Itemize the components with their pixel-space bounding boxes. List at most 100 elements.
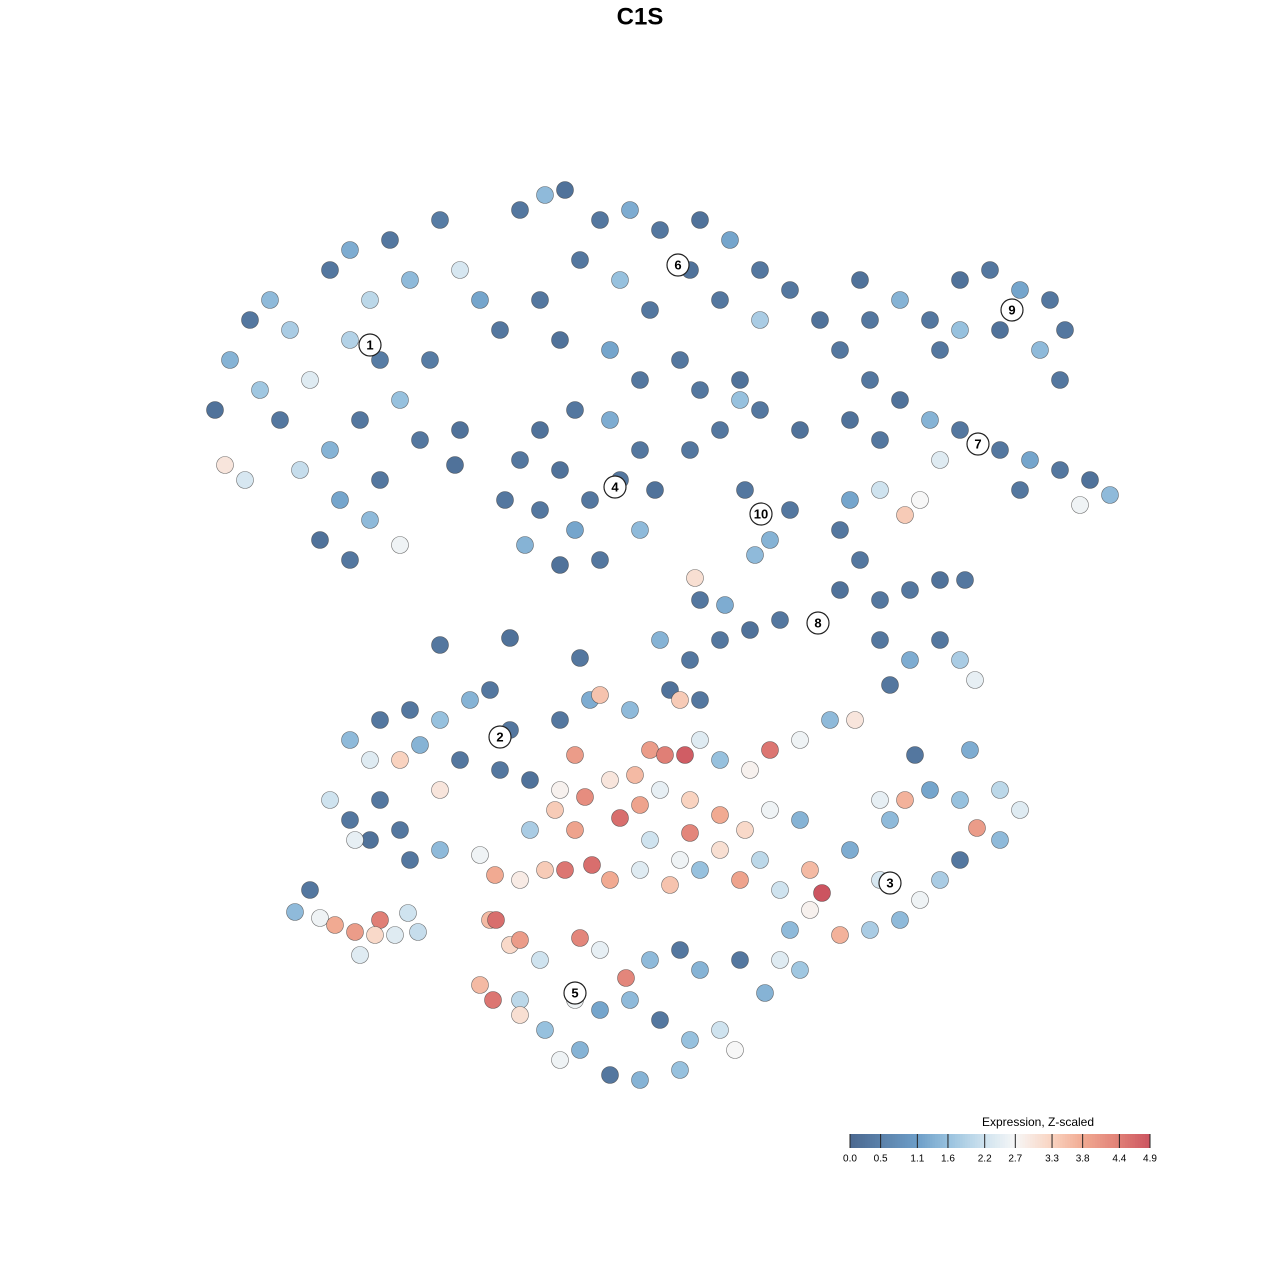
cell-point [671,941,689,959]
cluster-label-text: 3 [886,875,893,890]
colorbar-segment [1022,1134,1026,1148]
cell-point [731,871,749,889]
cell-point [871,631,889,649]
colorbar-tick-label: 0.0 [843,1154,857,1165]
cell-point [221,351,239,369]
cell-point [251,381,269,399]
cluster-label-text: 4 [611,479,619,494]
colorbar-segment [1145,1134,1148,1148]
cell-point [651,1011,669,1029]
cell-point [366,926,384,944]
colorbar-segment [1000,1134,1003,1148]
cell-point [591,211,609,229]
colorbar-segment [852,1134,856,1148]
colorbar-segment [922,1134,926,1148]
colorbar-segment [977,1134,981,1148]
cell-point [511,1006,529,1024]
colorbar-segment [1130,1134,1133,1148]
cluster-label-badge [878,871,902,895]
cell-point [1011,481,1029,499]
colorbar-segment [1037,1134,1041,1148]
colorbar-tick-label: 4.4 [1112,1154,1126,1165]
cell-point [641,951,659,969]
cell-point [681,824,699,842]
cluster-label-text: 5 [571,985,578,1000]
colorbar-segment [892,1134,896,1148]
colorbar-segment [985,1134,988,1148]
cluster-label-text: 8 [814,615,821,630]
cell-point [471,976,489,994]
colorbar-segment [882,1134,886,1148]
colorbar-segment [910,1134,913,1148]
colorbar-segment [1085,1134,1088,1148]
colorbar-tick-label: 2.7 [1008,1154,1022,1165]
cell-point [751,261,769,279]
cell-point [871,791,889,809]
colorbar-segment [942,1134,946,1148]
cell-point [841,411,859,429]
cell-point [671,691,689,709]
cluster-label-text: 9 [1008,302,1015,317]
cell-point [691,861,709,879]
colorbar-segment [947,1134,951,1148]
cell-point [1056,321,1074,339]
cell-point [401,271,419,289]
colorbar-segment [952,1134,956,1148]
cluster-label: 2 [488,725,512,749]
cell-point [831,926,849,944]
cell-point [641,301,659,319]
cell-point [741,621,759,639]
cell-point [591,551,609,569]
cell-point [431,781,449,799]
cluster-label-badge [488,725,512,749]
cell-point [371,911,389,929]
cell-point [431,211,449,229]
cell-point [496,491,514,509]
cell-point [1051,461,1069,479]
colorbar-segment [1012,1134,1016,1148]
colorbar-segment [960,1134,963,1148]
cell-point [906,746,924,764]
cell-point [711,751,729,769]
cell-point [601,341,619,359]
cell-point [216,456,234,474]
cell-point [351,946,369,964]
cell-point [391,536,409,554]
colorbar-segment [957,1134,961,1148]
cell-point [831,581,849,599]
cell-point [931,341,949,359]
cell-point [611,271,629,289]
cell-point [591,686,609,704]
colorbar-segment [900,1134,903,1148]
cell-point [411,431,429,449]
colorbar-segment [855,1134,858,1148]
colorbar-segment [1080,1134,1083,1148]
cell-point [346,923,364,941]
cell-point [851,551,869,569]
cell-point [566,821,584,839]
cluster-label-badge [1000,298,1024,322]
cell-point [991,321,1009,339]
cell-point [371,791,389,809]
cell-point [551,1051,569,1069]
colorbar-segment [1125,1134,1128,1148]
cell-point [566,401,584,419]
colorbar-segment [990,1134,993,1148]
colorbar-segment [940,1134,943,1148]
cell-point [711,631,729,649]
colorbar-segment [1147,1134,1151,1148]
cell-point [771,951,789,969]
cell-point [521,771,539,789]
colorbar-segment [907,1134,911,1148]
colorbar-segment [1100,1134,1103,1148]
colorbar-segment [895,1134,898,1148]
cell-point [1011,801,1029,819]
cell-point [651,781,669,799]
cell-point [371,351,389,369]
cell-point [891,391,909,409]
colorbar-segment [1015,1134,1018,1148]
cluster-label: 4 [603,475,627,499]
cell-point [831,521,849,539]
cell-point [611,809,629,827]
cell-point [301,881,319,899]
